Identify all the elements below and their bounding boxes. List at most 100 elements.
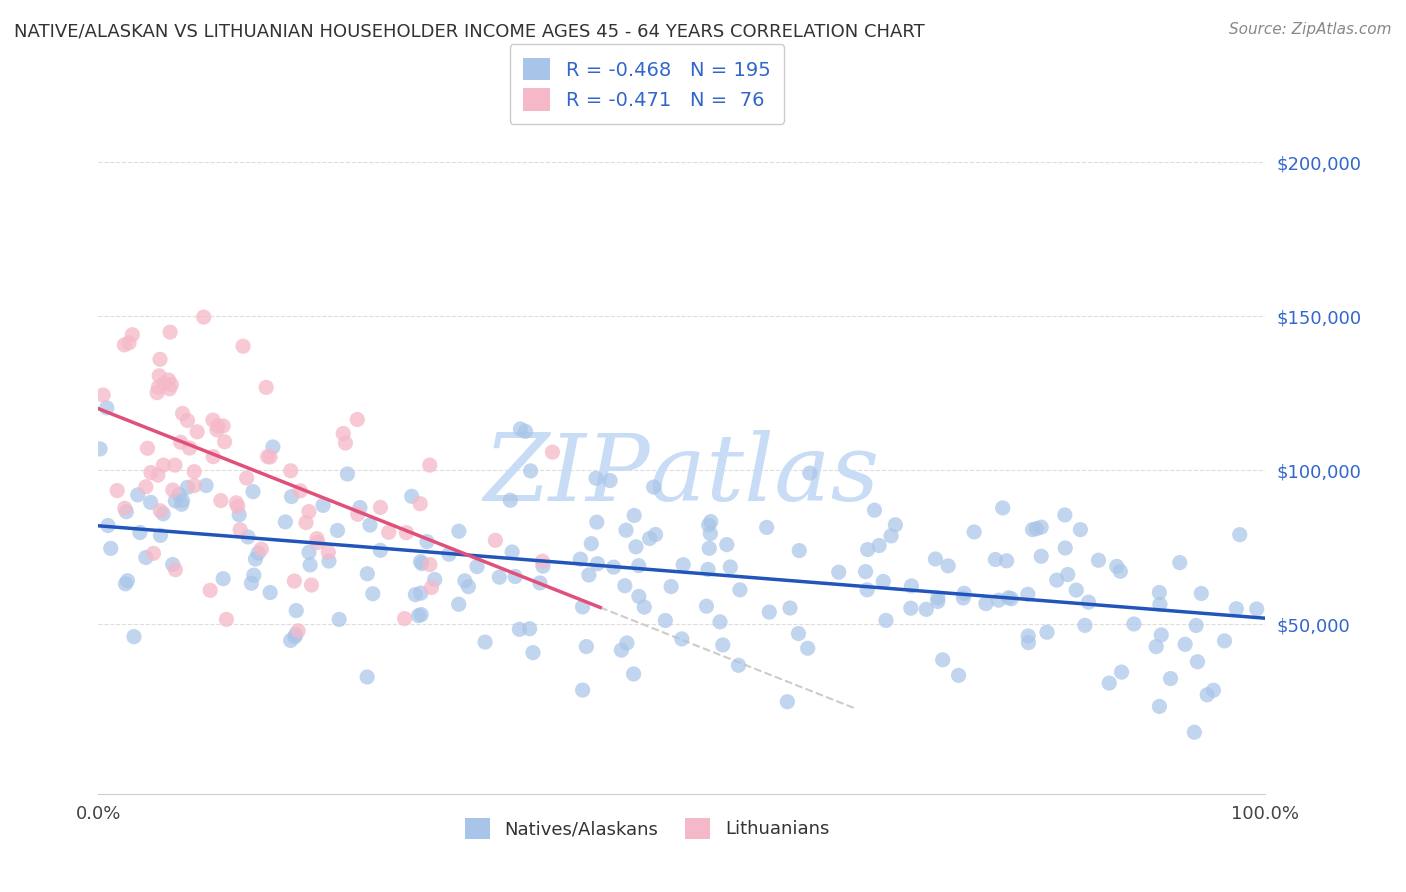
Point [571, 683, 593, 698]
Point [1202, 683, 1225, 698]
Point [695, 599, 717, 614]
Point [855, 565, 877, 579]
Point [1064, 583, 1087, 598]
Point [718, 560, 741, 574]
Point [963, 524, 986, 539]
Point [404, 588, 426, 602]
Point [115, 505, 138, 519]
Point [1054, 541, 1077, 555]
Point [952, 591, 974, 605]
Point [274, 515, 297, 529]
Point [186, 425, 208, 439]
Point [575, 640, 598, 654]
Point [627, 590, 650, 604]
Point [298, 545, 321, 559]
Point [1021, 523, 1043, 537]
Point [522, 646, 544, 660]
Point [900, 579, 922, 593]
Point [332, 426, 354, 441]
Point [163, 458, 186, 472]
Point [776, 695, 799, 709]
Point [411, 557, 433, 571]
Point [1149, 598, 1171, 612]
Point [627, 558, 650, 573]
Point [623, 508, 645, 523]
Point [924, 552, 946, 566]
Point [370, 543, 392, 558]
Point [170, 497, 193, 511]
Point [243, 568, 266, 582]
Point [1144, 640, 1167, 654]
Point [409, 586, 432, 600]
Point [215, 612, 238, 626]
Point [135, 550, 157, 565]
Point [728, 582, 751, 597]
Point [1174, 637, 1197, 651]
Point [936, 558, 959, 573]
Point [284, 630, 307, 644]
Point [157, 373, 180, 387]
Point [697, 562, 720, 576]
Point [856, 582, 879, 597]
Point [1056, 567, 1078, 582]
Point [571, 599, 593, 614]
Point [356, 670, 378, 684]
Text: Source: ZipAtlas.com: Source: ZipAtlas.com [1229, 22, 1392, 37]
Point [183, 478, 205, 492]
Point [716, 538, 738, 552]
Point [96, 401, 118, 415]
Point [349, 500, 371, 515]
Point [162, 558, 184, 572]
Point [953, 586, 976, 600]
Point [127, 488, 149, 502]
Point [229, 523, 252, 537]
Point [531, 554, 554, 568]
Point [828, 565, 851, 579]
Point [519, 464, 541, 478]
Point [89, 442, 111, 456]
Point [709, 615, 731, 629]
Point [1189, 586, 1212, 600]
Point [643, 480, 665, 494]
Point [225, 496, 247, 510]
Point [644, 527, 666, 541]
Point [226, 500, 249, 514]
Point [285, 603, 308, 617]
Point [212, 419, 235, 434]
Point [172, 406, 194, 420]
Point [152, 458, 174, 472]
Point [112, 338, 135, 352]
Point [295, 516, 318, 530]
Point [122, 630, 145, 644]
Point [240, 576, 263, 591]
Point [613, 579, 636, 593]
Point [529, 576, 551, 591]
Point [727, 658, 749, 673]
Point [697, 541, 720, 556]
Point [457, 580, 479, 594]
Point [531, 559, 554, 574]
Point [1031, 520, 1053, 534]
Point [987, 593, 1010, 607]
Point [259, 450, 281, 464]
Point [758, 605, 780, 619]
Point [875, 614, 897, 628]
Point [541, 445, 564, 459]
Point [1053, 508, 1076, 522]
Point [195, 478, 218, 492]
Point [419, 458, 441, 472]
Point [335, 436, 357, 450]
Point [995, 554, 1018, 568]
Point [326, 524, 349, 538]
Point [280, 490, 302, 504]
Point [1074, 618, 1097, 632]
Legend: Natives/Alaskans, Lithuanians: Natives/Alaskans, Lithuanians [457, 811, 837, 846]
Point [242, 484, 264, 499]
Point [408, 608, 430, 623]
Point [117, 574, 139, 588]
Point [245, 552, 267, 566]
Point [1213, 633, 1236, 648]
Point [149, 352, 172, 367]
Point [509, 422, 531, 436]
Point [586, 557, 609, 571]
